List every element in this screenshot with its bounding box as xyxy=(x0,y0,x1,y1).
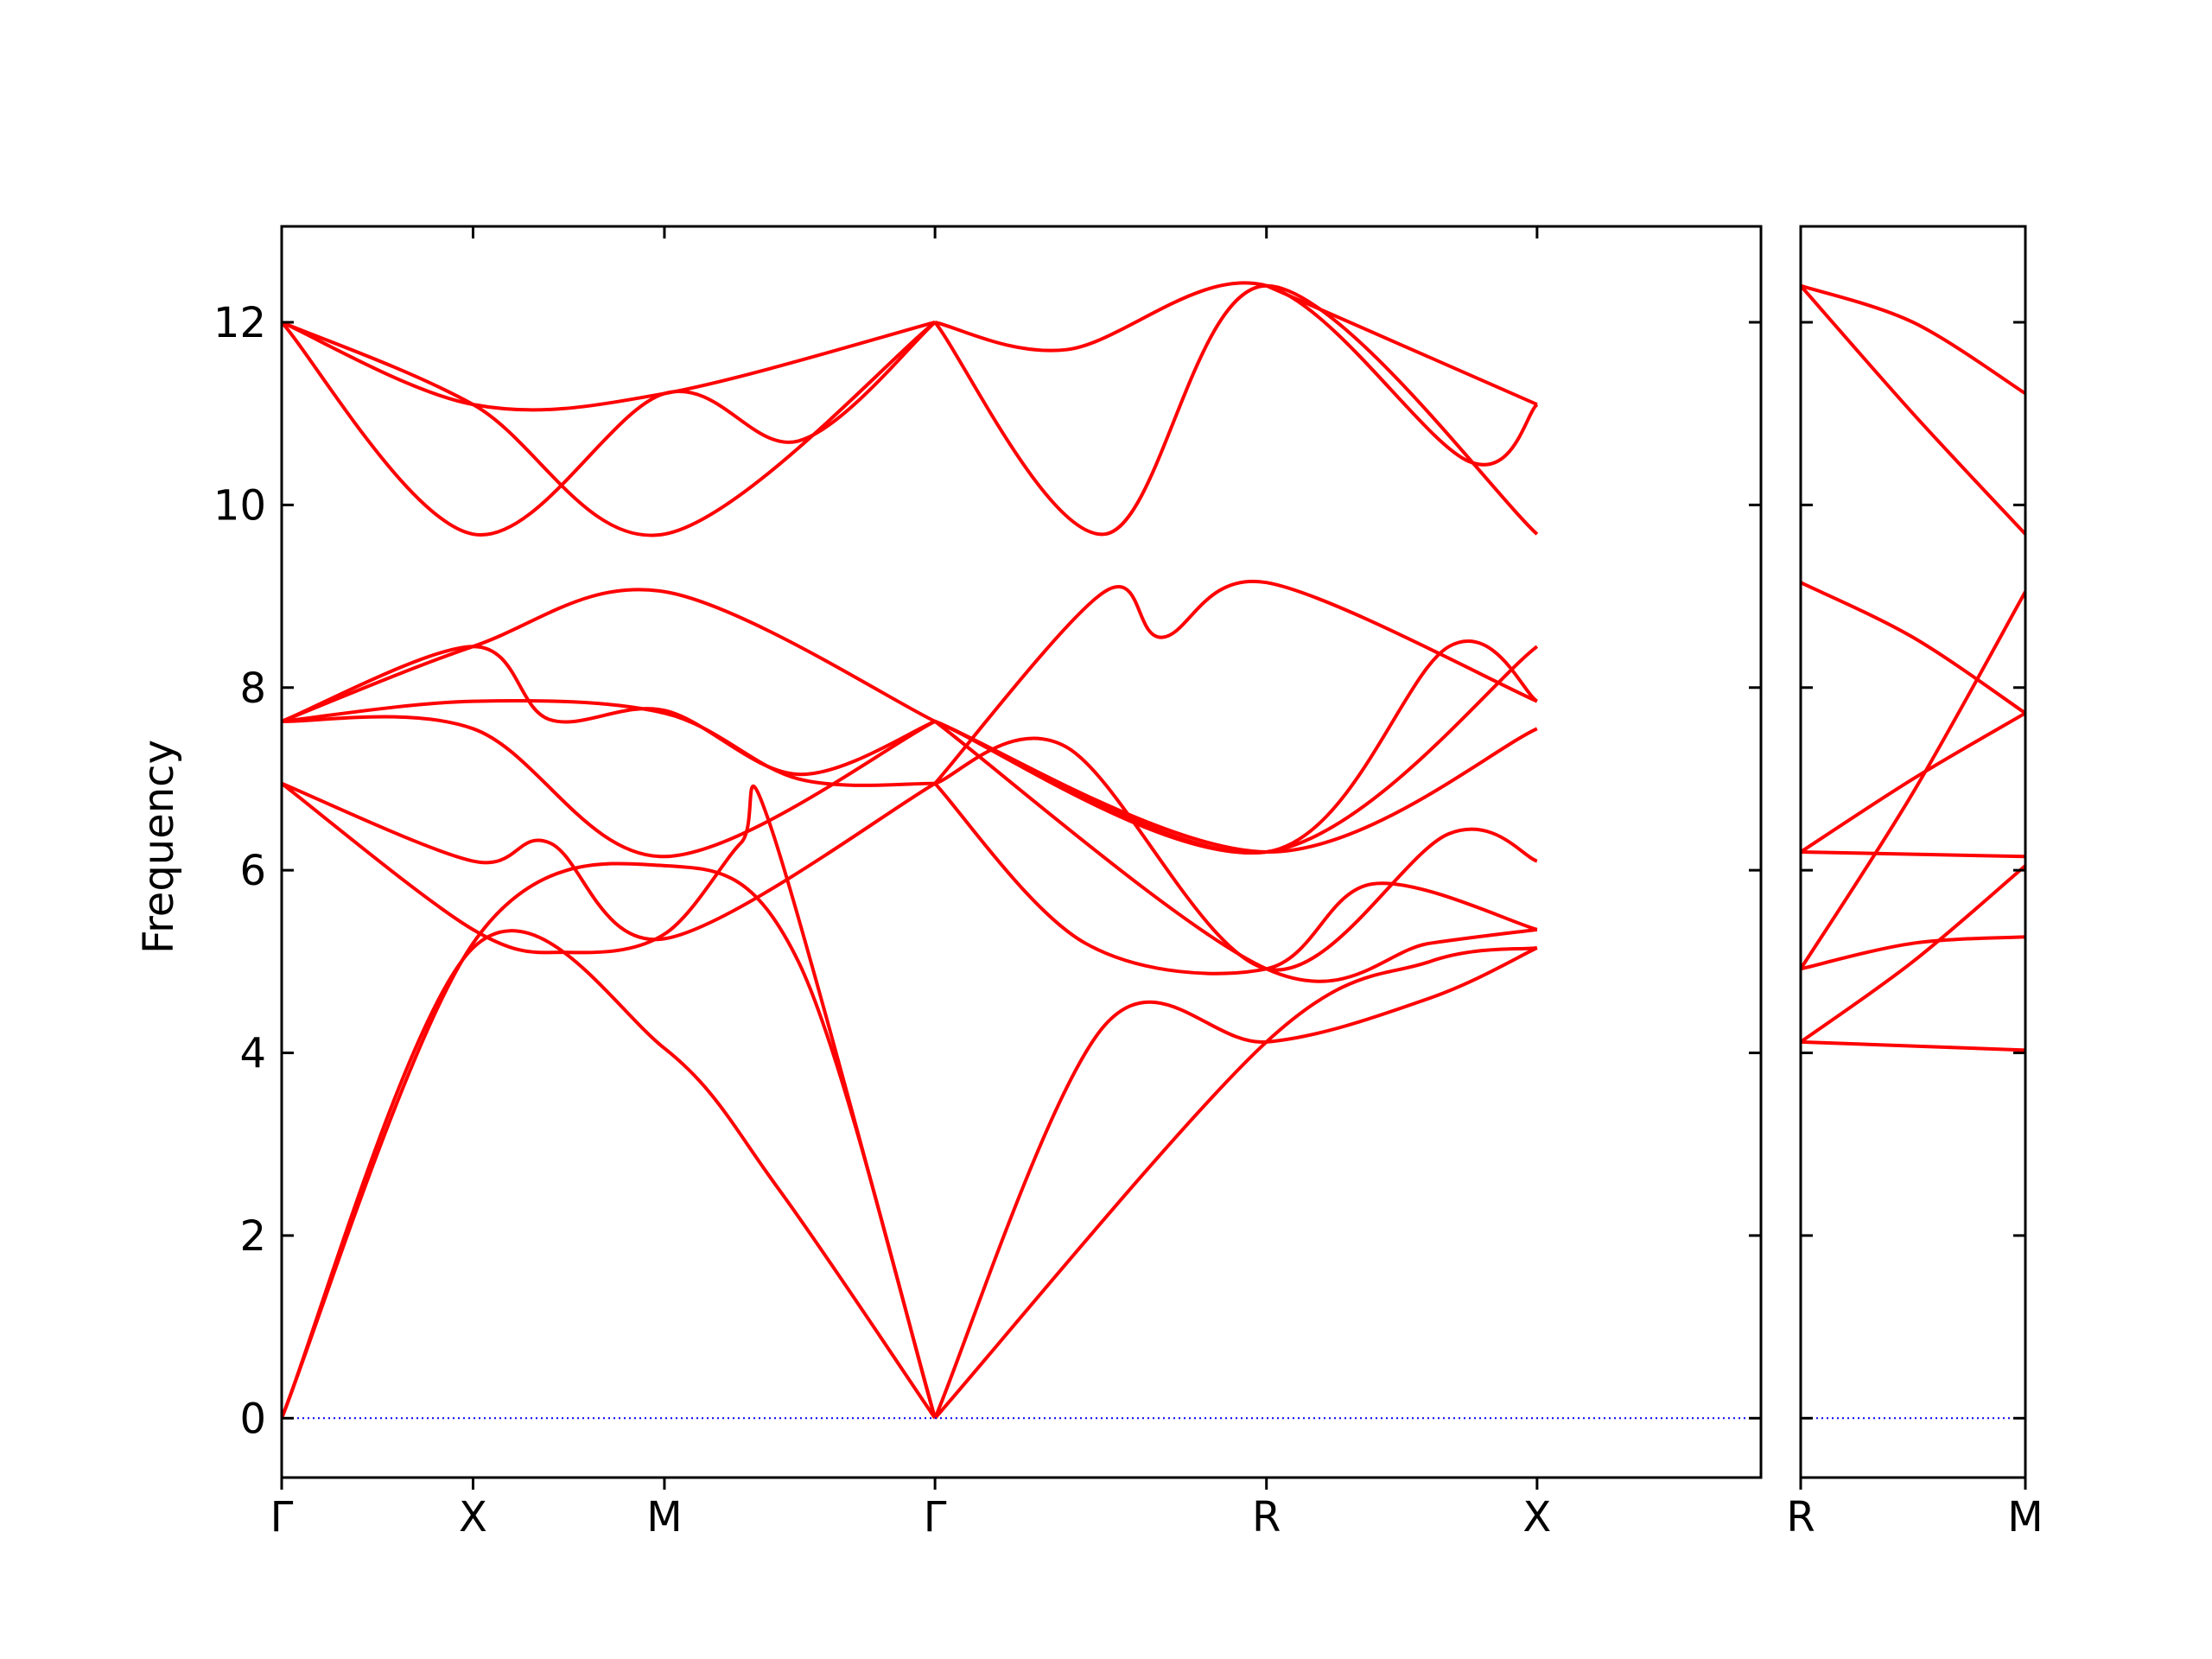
band-line-1-9 xyxy=(282,321,937,537)
band-line-2-4 xyxy=(1801,850,2025,859)
x-tick-label: R xyxy=(1252,1493,1281,1541)
band-line-1-20 xyxy=(933,579,1538,785)
band-lines-layer xyxy=(282,281,2025,1420)
band-line-1-7 xyxy=(282,645,936,777)
band-line-2-8 xyxy=(1801,284,2025,536)
band-line-2-9 xyxy=(1801,283,2025,396)
x-tick-label: Γ xyxy=(270,1493,294,1541)
band-line-2-3 xyxy=(1801,935,2025,971)
y-tick-label: 2 xyxy=(239,1212,266,1261)
band-line-1-3 xyxy=(282,782,938,1419)
band-line-1-17 xyxy=(934,719,1538,855)
band-line-2-2 xyxy=(1801,864,2025,1044)
band-line-1-11 xyxy=(282,321,936,412)
y-tick-label: 6 xyxy=(239,847,266,895)
band-line-1-5 xyxy=(282,715,937,859)
y-tick-label: 12 xyxy=(213,299,266,347)
band-line-1-18 xyxy=(934,645,1539,855)
x-tick-label: X xyxy=(459,1493,487,1541)
band-line-1-14 xyxy=(933,782,1538,976)
x-tick-label: R xyxy=(1786,1493,1815,1541)
y-tick-label: 10 xyxy=(213,481,266,530)
band-line-2-7 xyxy=(1801,581,2025,715)
y-axis-label: Frequency xyxy=(135,740,183,954)
band-line-1-1 xyxy=(282,929,937,1420)
x-tick-label: Γ xyxy=(924,1493,947,1541)
panel-1-bands xyxy=(282,281,1539,1420)
y-tick-label: 0 xyxy=(239,1395,266,1443)
band-line-2-1 xyxy=(1801,1039,2025,1052)
band-line-1-22 xyxy=(934,281,1539,467)
x-tick-label: M xyxy=(646,1493,682,1541)
band-line-2-5 xyxy=(1801,590,2025,970)
band-line-1-10 xyxy=(282,321,937,537)
y-tick-label: 4 xyxy=(239,1030,266,1078)
band-line-1-16 xyxy=(934,736,1538,972)
band-line-1-4 xyxy=(282,781,937,942)
panel-2-frame xyxy=(1799,225,2027,1479)
axes-layer xyxy=(280,225,2027,1490)
band-line-1-23 xyxy=(1265,283,1538,406)
x-tick-label: X xyxy=(1522,1493,1551,1541)
band-line-2-6 xyxy=(1801,711,2025,854)
tick-labels-layer: 0 2 4 6 8 10 12 Γ X M Γ R X R M xyxy=(213,299,2044,1541)
panel-1-frame xyxy=(280,225,1763,1479)
band-line-1-13 xyxy=(933,945,1538,1420)
band-line-1-12 xyxy=(933,946,1538,1420)
band-line-1-21 xyxy=(933,283,1539,537)
band-line-1-15 xyxy=(933,720,1538,983)
x-tick-label: M xyxy=(2007,1493,2043,1541)
y-tick-label: 8 xyxy=(239,664,266,713)
panel-2-bands xyxy=(1801,283,2025,1052)
band-line-1-19 xyxy=(934,639,1539,855)
band-line-1-6 xyxy=(282,698,936,787)
band-line-1-8 xyxy=(282,588,936,723)
